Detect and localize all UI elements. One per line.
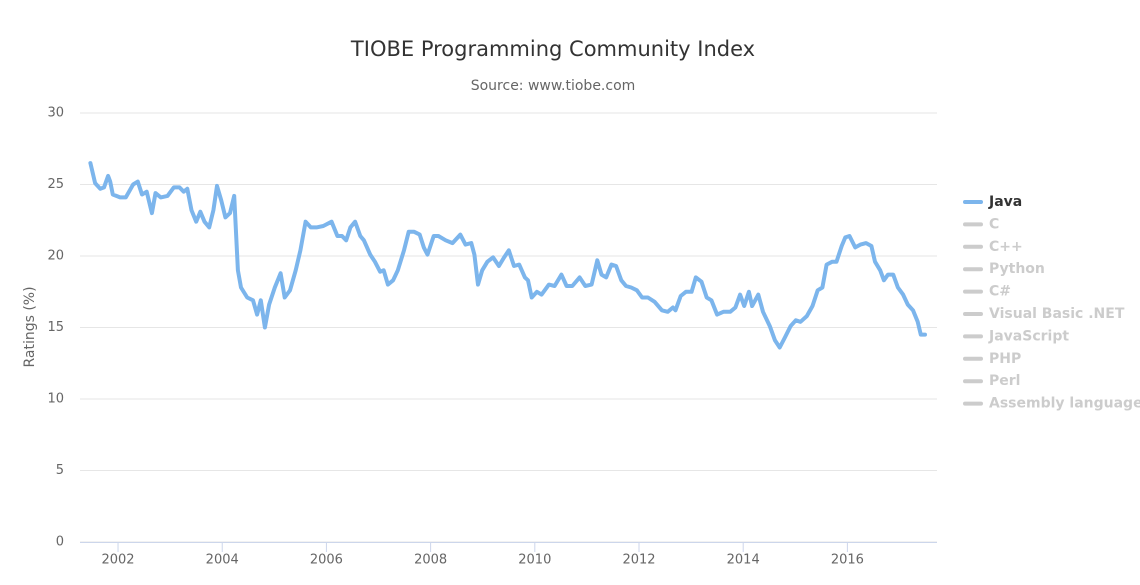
x-tick-label: 2006 xyxy=(310,553,343,568)
x-tick-label: 2008 xyxy=(414,553,447,568)
chart-subtitle: Source: www.tiobe.com xyxy=(471,78,636,94)
legend-label[interactable]: C xyxy=(989,216,999,232)
legend-label[interactable]: JavaScript xyxy=(988,328,1069,344)
legend-label[interactable]: Assembly language xyxy=(989,396,1140,412)
legend-label[interactable]: Visual Basic .NET xyxy=(989,306,1125,322)
legend-label[interactable]: PHP xyxy=(989,351,1021,367)
x-tick-label: 2016 xyxy=(831,553,864,568)
y-tick-label: 30 xyxy=(47,106,64,121)
y-tick-label: 5 xyxy=(56,463,64,478)
series-line xyxy=(88,161,927,350)
legend-label[interactable]: C++ xyxy=(989,239,1023,255)
legend-label[interactable]: C# xyxy=(989,284,1011,300)
y-tick-label: 15 xyxy=(47,320,64,335)
legend-label[interactable]: Java xyxy=(988,194,1022,210)
x-tick-label: 2002 xyxy=(101,553,134,568)
y-tick-label: 25 xyxy=(47,177,64,192)
y-axis-label: Ratings (%) xyxy=(22,286,38,367)
chart-title: TIOBE Programming Community Index xyxy=(350,37,755,61)
x-tick-label: 2012 xyxy=(622,553,655,568)
legend-label[interactable]: Perl xyxy=(989,373,1020,389)
x-tick-label: 2010 xyxy=(518,553,551,568)
x-tick-label: 2004 xyxy=(206,553,239,568)
y-tick-label: 20 xyxy=(47,249,64,264)
x-tick-label: 2014 xyxy=(727,553,760,568)
legend-label[interactable]: Python xyxy=(989,261,1045,277)
y-tick-label: 0 xyxy=(56,535,64,550)
y-tick-label: 10 xyxy=(47,392,64,407)
